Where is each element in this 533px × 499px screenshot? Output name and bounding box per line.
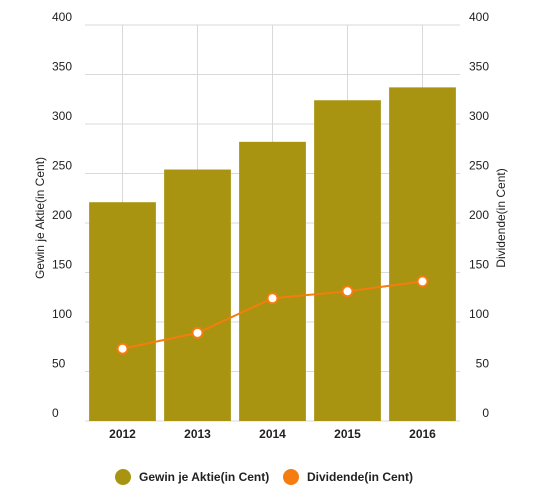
y-tick-left: 0 (52, 406, 59, 420)
axes: 0 50 100 150 200 250 300 350 400 0 50 100 150 200 250 3… (52, 10, 489, 441)
legend-item-dividende[interactable]: Dividende(in Cent) (283, 469, 413, 485)
y-tick-left: 250 (52, 159, 72, 173)
y-tick-left: 50 (52, 357, 66, 371)
y-tick-right: 50 (476, 357, 490, 371)
legend-label-gewin: Gewin je Aktie(in Cent) (139, 470, 269, 484)
y-tick-right: 200 (469, 208, 489, 222)
y-tick-right: 250 (469, 159, 489, 173)
y-tick-left: 400 (52, 10, 72, 24)
legend-label-dividende: Dividende(in Cent) (307, 470, 413, 484)
y-tick-left: 150 (52, 258, 72, 272)
point-dividende-2012[interactable] (116, 342, 129, 355)
y-tick-right: 150 (469, 258, 489, 272)
bar-gewin-2014[interactable] (239, 141, 306, 421)
bar-gewin-2012[interactable] (89, 202, 156, 421)
x-tick-label: 2016 (409, 427, 436, 441)
bar-gewin-2016[interactable] (389, 87, 456, 422)
y-tick-right: 400 (469, 10, 489, 24)
bar-gewin-2013[interactable] (164, 169, 231, 421)
y-tick-left: 200 (52, 208, 72, 222)
bar-series (89, 87, 456, 422)
y-tick-left: 350 (52, 60, 72, 74)
y-tick-right: 300 (469, 109, 489, 123)
y-tick-right: 100 (469, 307, 489, 321)
legend-swatch-gewin (115, 469, 131, 485)
y-tick-right: 350 (469, 60, 489, 74)
y-tick-left: 100 (52, 307, 72, 321)
y-tick-right: 0 (482, 406, 489, 420)
x-tick-label: 2012 (109, 427, 136, 441)
legend-swatch-dividende (283, 469, 299, 485)
point-dividende-2013[interactable] (191, 326, 204, 339)
legend: Gewin je Aktie(in Cent) Dividende(in Cen… (115, 469, 413, 485)
y-tick-left: 300 (52, 109, 72, 123)
legend-item-gewin[interactable]: Gewin je Aktie(in Cent) (115, 469, 269, 485)
bar-gewin-2015[interactable] (314, 100, 381, 422)
line-series (116, 275, 429, 355)
point-dividende-2015[interactable] (341, 285, 354, 298)
y-axis-title-right: Dividende(in Cent) (494, 168, 508, 267)
y-axis-title-left: Gewin je Aktie(in Cent) (33, 157, 47, 279)
x-tick-label: 2013 (184, 427, 211, 441)
x-tick-label: 2015 (334, 427, 361, 441)
point-dividende-2014[interactable] (266, 292, 279, 305)
point-dividende-2016[interactable] (416, 275, 429, 288)
x-tick-label: 2014 (259, 427, 286, 441)
